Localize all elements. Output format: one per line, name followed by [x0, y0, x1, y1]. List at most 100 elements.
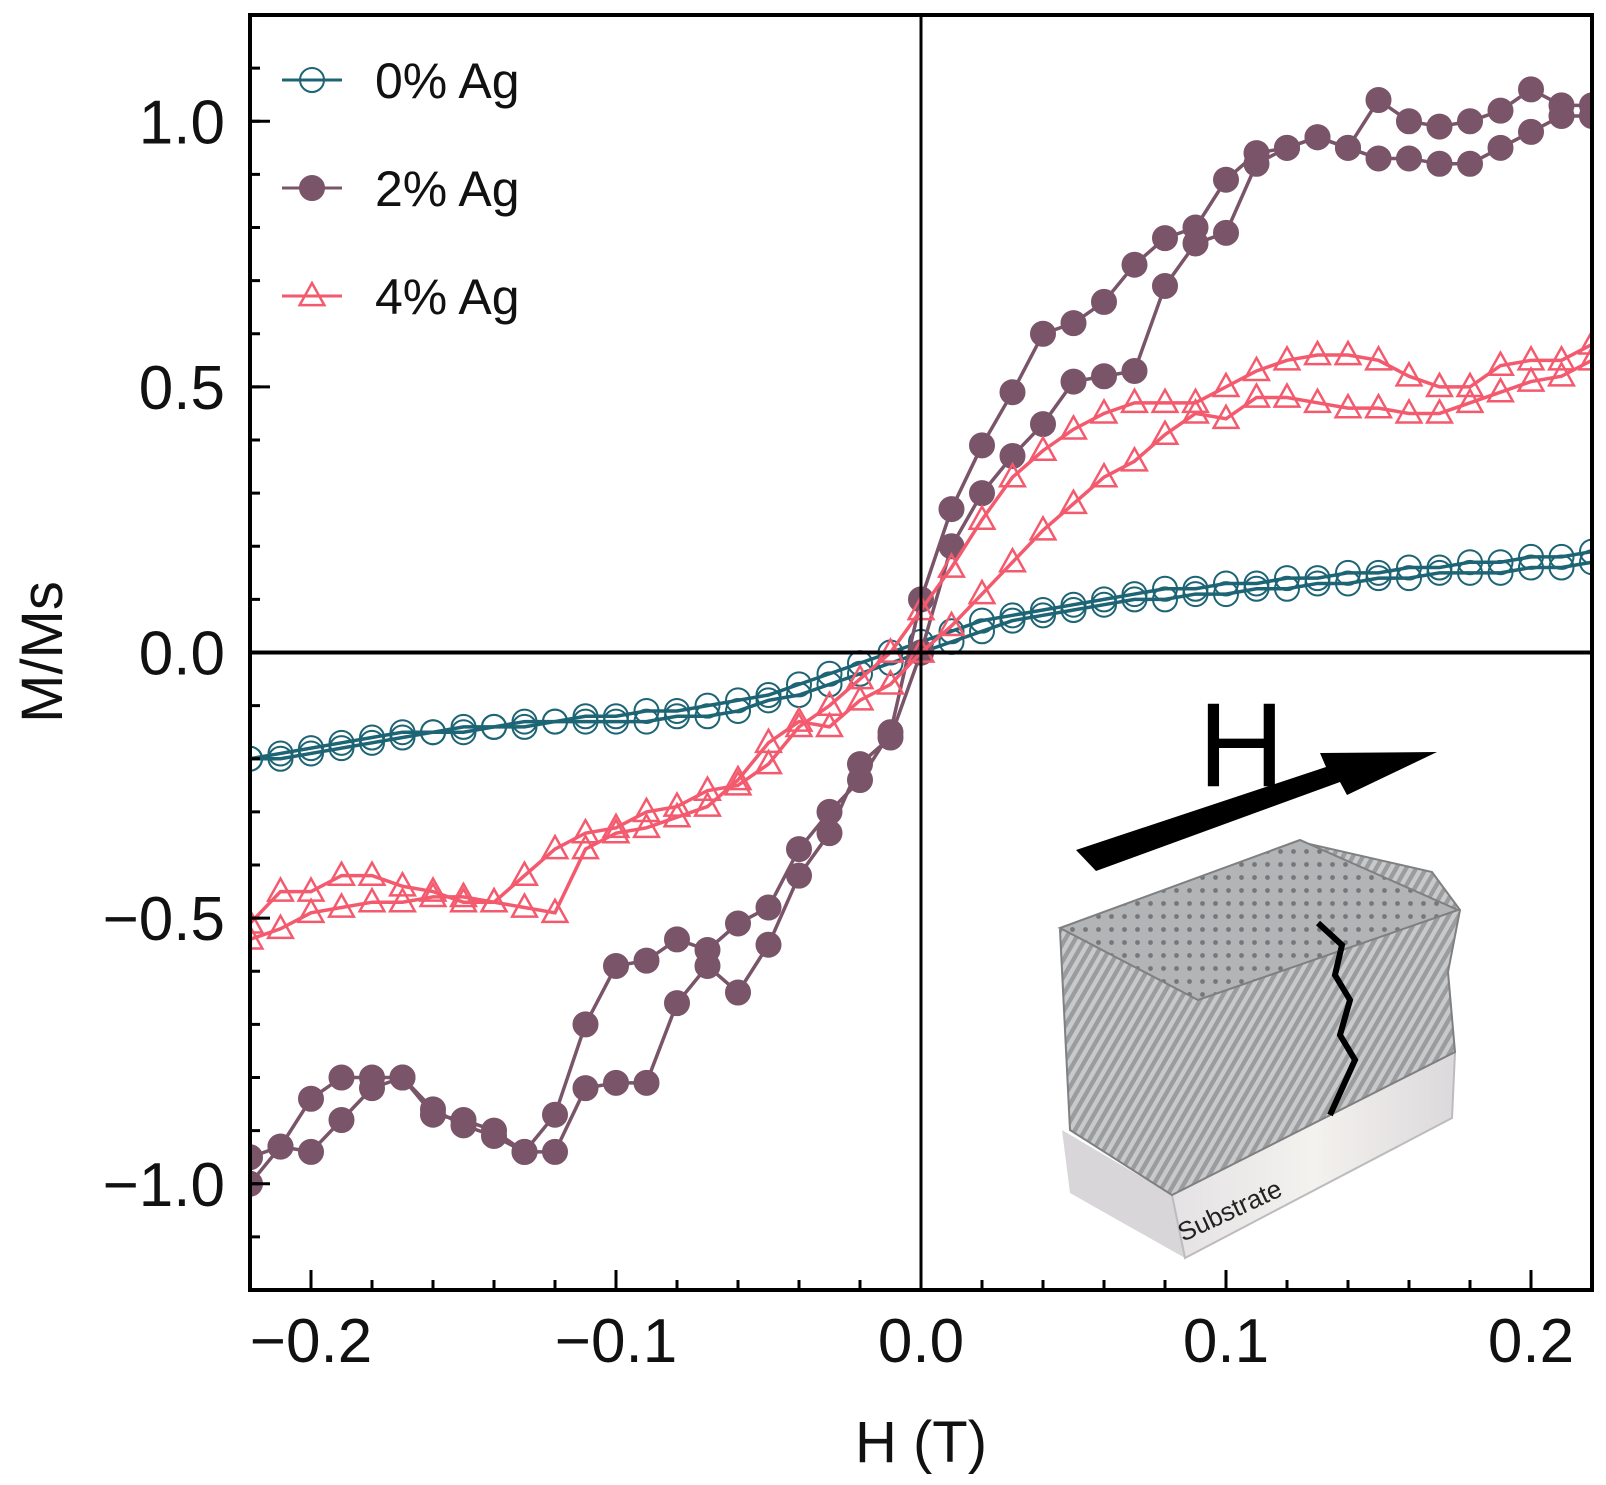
data-point [694, 703, 721, 730]
data-point [389, 719, 416, 746]
data-point [298, 1085, 324, 1112]
data-point [298, 1138, 324, 1165]
data-point [359, 729, 385, 756]
data-point [1365, 87, 1392, 113]
data-point [725, 697, 751, 724]
data-point [632, 812, 661, 839]
data-point [633, 1069, 660, 1096]
data-point [1457, 549, 1483, 576]
data-point [632, 796, 661, 823]
data-point [1579, 102, 1592, 129]
data-point [267, 745, 294, 772]
legend-marker [297, 280, 327, 307]
data-point [418, 881, 448, 908]
data-point [359, 724, 385, 751]
x-tick-label: −0.2 [250, 1307, 372, 1376]
series-1 [250, 538, 1592, 772]
data-point [664, 697, 690, 724]
data-point [969, 618, 995, 645]
data-point [1181, 387, 1210, 414]
data-point [1486, 350, 1515, 376]
data-point [754, 748, 783, 775]
legend-label: 0% Ag [375, 53, 520, 109]
data-point [969, 432, 995, 459]
data-point [1579, 549, 1592, 576]
data-point [420, 719, 446, 746]
data-point [1152, 225, 1178, 252]
legend: 0% Ag 2% Ag 4% Ag [282, 53, 520, 325]
nanowire-inset: H Substrate [1057, 678, 1462, 1260]
data-point [1547, 360, 1576, 387]
data-point [1091, 363, 1117, 390]
data-point [572, 703, 599, 730]
data-point [1150, 387, 1180, 414]
data-point [328, 729, 355, 756]
data-point [1152, 586, 1178, 613]
legend-item: 4% Ag [282, 269, 520, 325]
data-point [938, 496, 965, 523]
data-point [1394, 360, 1424, 387]
data-point [1335, 559, 1361, 586]
data-point [662, 791, 692, 817]
data-point [328, 1064, 355, 1091]
y-axis-title: M/Ms [10, 581, 75, 723]
data-point [1272, 344, 1302, 371]
data-point [450, 713, 477, 740]
data-point [1120, 445, 1149, 472]
data-point [755, 894, 782, 921]
data-point [755, 687, 782, 714]
data-point [450, 1112, 477, 1139]
data-point [1394, 397, 1424, 424]
data-point [571, 833, 600, 860]
data-point [1213, 166, 1239, 193]
data-point [1211, 403, 1241, 430]
data-point [1182, 581, 1209, 608]
data-point [786, 862, 812, 889]
data-point [1181, 397, 1210, 424]
data-point [388, 886, 417, 913]
data-point [1547, 344, 1576, 371]
data-point [1396, 145, 1422, 172]
data-point [357, 886, 387, 913]
data-point [266, 913, 295, 940]
y-tick-label: −0.5 [103, 885, 225, 954]
legend-label: 2% Ag [375, 161, 520, 217]
data-point [1091, 288, 1117, 315]
data-point [694, 692, 721, 719]
data-point [755, 682, 782, 708]
data-point [1120, 387, 1149, 414]
data-point [633, 947, 660, 974]
plot-area [250, 15, 1592, 1290]
y-tick-label: −1.0 [103, 1151, 225, 1220]
data-point [1121, 586, 1148, 613]
data-point [1457, 150, 1483, 177]
data-point [1396, 565, 1422, 592]
data-point [999, 379, 1026, 406]
data-point [1152, 575, 1178, 602]
data-point [328, 735, 355, 762]
substrate-front [1062, 1130, 1185, 1258]
data-point [662, 801, 692, 828]
x-tick-label: −0.1 [555, 1307, 677, 1376]
data-point [1211, 371, 1241, 398]
data-point [1274, 565, 1300, 592]
data-point [1518, 76, 1544, 103]
data-point [572, 1075, 599, 1102]
data-point [250, 745, 263, 772]
grain-boundary-line [1315, 920, 1359, 1117]
data-point [540, 833, 570, 860]
data-point [1059, 488, 1088, 515]
data-point [1089, 461, 1119, 488]
data-point [449, 886, 478, 913]
data-point [327, 891, 356, 918]
data-point [1457, 559, 1483, 586]
data-point [664, 990, 690, 1017]
data-point [389, 1064, 416, 1091]
data-point [1242, 355, 1271, 382]
legend-marker [299, 67, 325, 93]
data-point [1518, 118, 1544, 145]
data-point [511, 708, 538, 735]
data-point [725, 979, 751, 1006]
data-point [1030, 597, 1056, 623]
data-point [601, 817, 631, 844]
